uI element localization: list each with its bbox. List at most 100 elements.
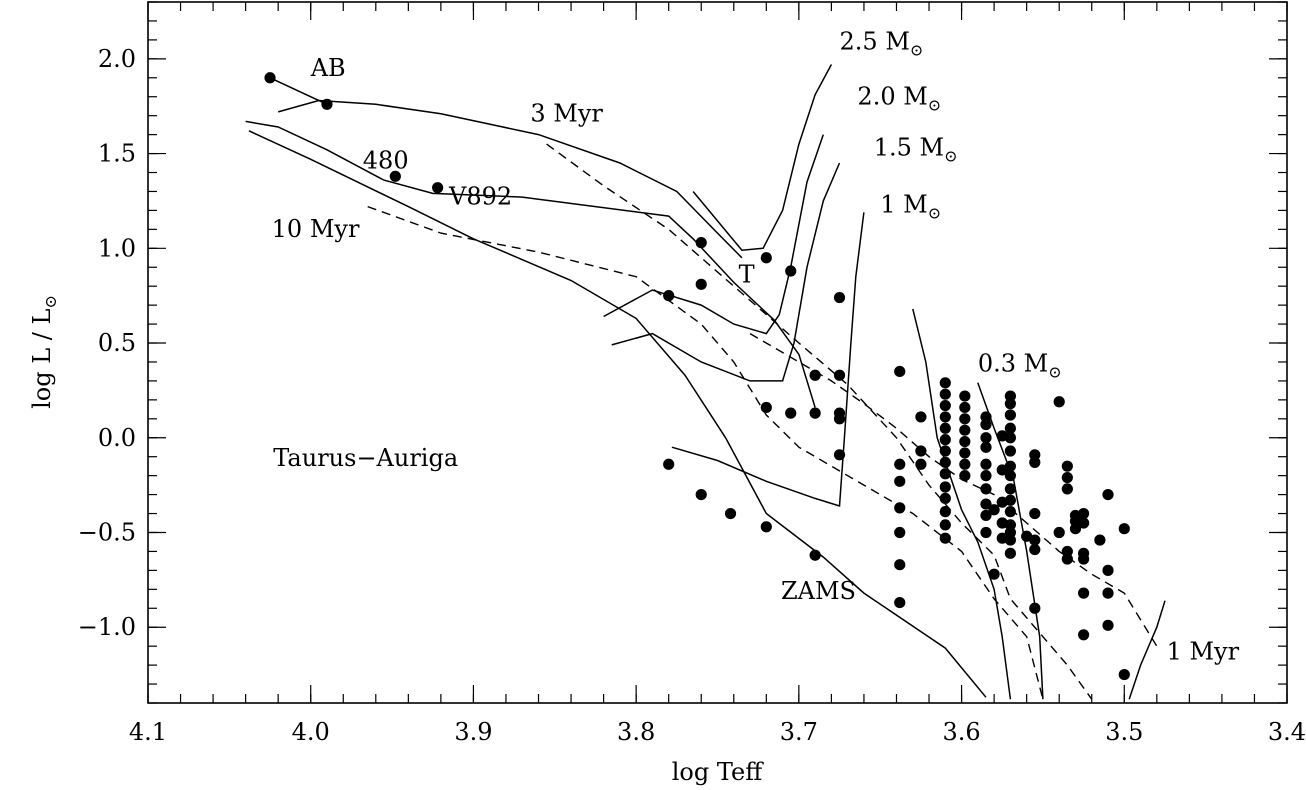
star-point xyxy=(1102,488,1114,501)
annotation-text: 0.3 M xyxy=(978,349,1048,377)
star-point xyxy=(996,464,1008,476)
star-point xyxy=(1053,396,1065,408)
x-axis-title: log Teff xyxy=(672,758,764,786)
star-point xyxy=(1061,553,1073,565)
track-1-m xyxy=(671,212,865,507)
annotation-label: Taurus−Auriga xyxy=(273,444,458,472)
y-axis-title-main: log L / L xyxy=(28,308,56,408)
star-point xyxy=(980,526,992,539)
annotation-text: Taurus−Auriga xyxy=(273,444,458,472)
star-point xyxy=(1078,587,1090,599)
star-point xyxy=(809,369,821,381)
star-point xyxy=(996,532,1008,544)
annotation-label: 480 xyxy=(363,147,409,175)
star-point xyxy=(695,488,707,501)
track-2-0-m xyxy=(603,134,825,335)
annotation-text: V892 xyxy=(448,183,512,211)
star-point xyxy=(980,441,992,453)
star-point xyxy=(894,502,906,514)
star-point xyxy=(894,365,906,378)
track-3-myr xyxy=(277,99,743,259)
star-point xyxy=(1053,526,1065,539)
star-point xyxy=(833,449,846,461)
annotation-text: 3 Myr xyxy=(530,99,603,127)
annotation-text: T xyxy=(739,260,755,288)
isochrone-10-myr-isochrone xyxy=(367,205,1044,700)
star-point xyxy=(939,492,951,504)
star-point xyxy=(980,509,992,522)
star-point xyxy=(915,411,927,423)
y-tick-label: 1.0 xyxy=(98,234,136,262)
star-point xyxy=(1102,564,1114,576)
star-point xyxy=(980,483,992,495)
annotation-text: 1 Myr xyxy=(1167,637,1240,665)
star-point xyxy=(1029,602,1041,614)
star-point xyxy=(939,377,951,389)
star-point xyxy=(959,447,971,459)
star-point xyxy=(1102,587,1114,599)
star-point xyxy=(939,388,951,400)
star-point xyxy=(939,519,951,531)
star-point xyxy=(980,458,992,470)
y-tick-label: 2.0 xyxy=(98,45,136,73)
star-point xyxy=(809,407,821,419)
y-axis-title: log L / L⊙ xyxy=(28,295,60,409)
annotation-label: ZAMS xyxy=(781,577,856,605)
star-point xyxy=(1078,517,1090,529)
star-point xyxy=(939,506,951,518)
star-point xyxy=(1069,523,1082,535)
annotation-subscript: ⊙ xyxy=(928,95,941,114)
star-point xyxy=(1004,445,1016,457)
track-zams xyxy=(248,130,987,698)
annotation-label: 10 Myr xyxy=(272,215,360,243)
track-0-3-m-right xyxy=(977,382,1044,700)
star-point xyxy=(939,399,951,412)
x-tick-label: 4.1 xyxy=(129,718,167,746)
star-point xyxy=(939,468,951,480)
x-tick-label: 3.4 xyxy=(1268,718,1306,746)
star-point xyxy=(894,475,906,487)
annotations: AB 480 V892 3 Myr 10 Myr T Taurus−Auriga ZAMS 1 … xyxy=(272,27,1240,665)
annotation-label: 3 Myr xyxy=(530,99,603,127)
plot-frame xyxy=(147,1,1288,704)
star-points xyxy=(264,72,1130,681)
star-point xyxy=(1029,534,1041,546)
star-point xyxy=(760,521,772,533)
star-point xyxy=(1078,507,1090,520)
star-point xyxy=(1078,629,1090,641)
star-point xyxy=(695,278,707,290)
star-point xyxy=(432,182,444,194)
star-point xyxy=(1061,483,1073,495)
star-point xyxy=(1004,409,1016,421)
star-point xyxy=(760,401,772,414)
star-point xyxy=(980,418,992,431)
star-point xyxy=(996,517,1008,529)
star-point xyxy=(1102,619,1114,631)
star-point xyxy=(809,549,821,561)
star-point xyxy=(959,435,971,448)
x-tick-label: 3.6 xyxy=(942,718,980,746)
annotation-text: AB xyxy=(310,54,346,82)
annotation-text: 10 Myr xyxy=(272,215,360,243)
star-point xyxy=(1061,460,1073,472)
annotation-text: ZAMS xyxy=(781,577,856,605)
star-point xyxy=(1061,471,1073,484)
star-point xyxy=(894,559,906,571)
star-point xyxy=(894,596,906,609)
track-0-3-m xyxy=(912,308,1012,700)
x-tick-label: 4.0 xyxy=(292,718,330,746)
star-point xyxy=(785,265,797,277)
y-tick-label: −0.5 xyxy=(78,518,136,546)
x-tick-label: 3.9 xyxy=(454,718,492,746)
star-point xyxy=(760,252,772,264)
star-point xyxy=(1004,547,1016,559)
annotation-label: 0.3 M⊙ xyxy=(978,349,1062,381)
star-point xyxy=(959,390,971,402)
y-axis-title-subscript: ⊙ xyxy=(41,295,60,308)
star-point xyxy=(724,507,737,520)
star-point xyxy=(996,496,1008,508)
star-point xyxy=(389,170,401,182)
track-2-5-m xyxy=(692,64,833,251)
y-tick-label: 0.5 xyxy=(98,329,136,357)
star-point xyxy=(1029,507,1041,520)
